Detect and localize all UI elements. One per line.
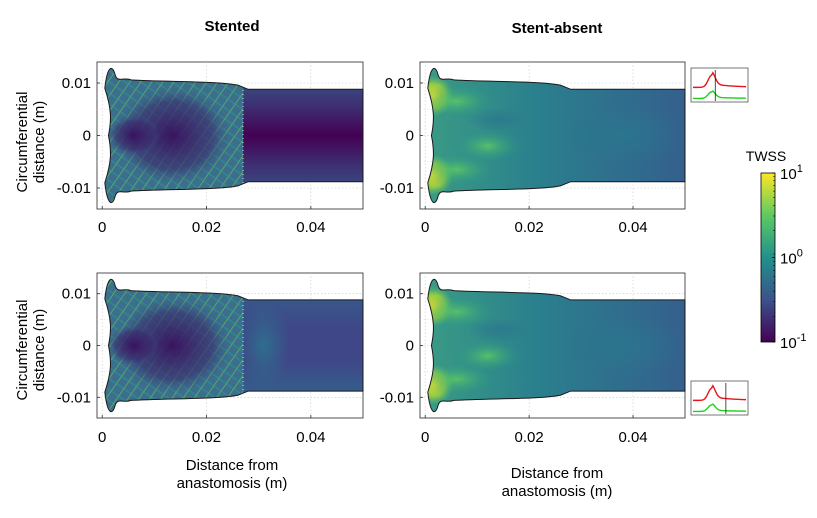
x-axis-label-stent-absent: Distance from anastomosis (m) bbox=[502, 465, 613, 500]
y-tick-label: 0 bbox=[406, 338, 414, 355]
vessel-outline bbox=[427, 67, 686, 204]
x-axis-label-line2: anastomosis (m) bbox=[502, 483, 613, 500]
y-axis-label-line1: Circumferential bbox=[14, 300, 31, 401]
x-tick-label: 0 bbox=[98, 219, 106, 236]
x-axis-label-line1: Distance from bbox=[511, 465, 604, 482]
y-tick-label: -0.01 bbox=[57, 389, 91, 406]
y-tick-label: 0.01 bbox=[385, 75, 414, 92]
colorbar-ticks: 101 100 10-1 bbox=[772, 163, 806, 352]
y-tick-label: 0.01 bbox=[385, 286, 414, 303]
y-axis-label-line1: Circumferential bbox=[14, 92, 31, 193]
panel-stented-row2: 0 0.02 0.04 0.01 0 -0.01 bbox=[57, 272, 364, 446]
twss-field bbox=[104, 68, 363, 203]
y-axis-label-line2: distance (m) bbox=[31, 101, 48, 184]
y-axis-label-line2: distance (m) bbox=[31, 309, 48, 392]
axis-ticks: 0 0.02 0.04 0.01 0 -0.01 bbox=[57, 75, 326, 236]
twss-field bbox=[427, 68, 685, 203]
x-tick-label: 0 bbox=[98, 429, 106, 446]
inset-frame bbox=[690, 380, 749, 416]
y-tick-label: 0 bbox=[83, 338, 91, 355]
colorbar-tick-label: 100 bbox=[780, 248, 803, 268]
panel-stented-row1: 0 0.02 0.04 0.01 0 -0.01 bbox=[57, 61, 364, 236]
x-axis-label-line2: anastomosis (m) bbox=[177, 475, 288, 492]
y-tick-label: 0 bbox=[83, 128, 91, 145]
cycle-inset-row1 bbox=[690, 67, 749, 103]
inset-series-red bbox=[692, 384, 747, 402]
vessel-outline bbox=[104, 67, 364, 204]
inset-series-red bbox=[692, 71, 747, 89]
twss-field bbox=[104, 279, 363, 412]
colorbar-title: TWSS bbox=[746, 148, 786, 164]
y-tick-label: -0.01 bbox=[57, 180, 91, 197]
cycle-insets bbox=[690, 67, 749, 416]
axis-ticks: 0 0.02 0.04 0.01 0 -0.01 bbox=[57, 286, 326, 446]
panel-stent-absent-row2: 0 0.02 0.04 0.01 0 -0.01 bbox=[380, 272, 686, 446]
y-tick-label: -0.01 bbox=[380, 180, 414, 197]
inset-frame bbox=[690, 67, 749, 103]
y-axis-label-row2: Circumferential distance (m) bbox=[14, 300, 48, 401]
x-tick-label: 0.02 bbox=[192, 219, 221, 236]
y-tick-label: -0.01 bbox=[380, 389, 414, 406]
x-tick-label: 0.02 bbox=[192, 429, 221, 446]
x-axis-label-line1: Distance from bbox=[186, 457, 279, 474]
twss-field bbox=[427, 279, 685, 412]
axis-ticks: 0 0.02 0.04 0.01 0 -0.01 bbox=[380, 75, 648, 236]
x-axis-label-stented: Distance from anastomosis (m) bbox=[177, 457, 288, 492]
y-tick-label: 0.01 bbox=[62, 286, 91, 303]
colorbar-tick-label: 101 bbox=[780, 163, 803, 183]
column-title-stent-absent: Stent-absent bbox=[512, 20, 603, 37]
axis-ticks: 0 0.02 0.04 0.01 0 -0.01 bbox=[380, 286, 648, 446]
x-tick-label: 0.04 bbox=[296, 219, 325, 236]
x-tick-label: 0 bbox=[421, 219, 429, 236]
heatmap-panels: 0 0.02 0.040.010-0.010 0.02 0.040.010-0.010 0… bbox=[57, 61, 686, 446]
colorbar-tick-label: 10-1 bbox=[780, 332, 806, 352]
x-tick-label: 0.02 bbox=[515, 429, 544, 446]
x-tick-label: 0.02 bbox=[515, 219, 544, 236]
inset-series-green bbox=[693, 403, 747, 413]
x-tick-label: 0.04 bbox=[618, 429, 647, 446]
x-tick-label: 0 bbox=[421, 429, 429, 446]
x-tick-label: 0.04 bbox=[296, 429, 325, 446]
inset-series-green bbox=[692, 90, 747, 100]
y-axis-label-row1: Circumferential distance (m) bbox=[14, 92, 48, 193]
column-title-stented: Stented bbox=[204, 18, 259, 35]
cycle-inset-row2 bbox=[690, 380, 749, 416]
y-tick-label: 0 bbox=[406, 128, 414, 145]
panel-stent-absent-row1: 0 0.02 0.04 0.01 0 -0.01 bbox=[380, 61, 686, 236]
x-tick-label: 0.04 bbox=[618, 219, 647, 236]
colorbar: TWSS 101 100 10-1 bbox=[746, 148, 807, 352]
y-tick-label: 0.01 bbox=[62, 75, 91, 92]
vessel-outline bbox=[427, 278, 686, 413]
vessel-outline bbox=[104, 278, 364, 413]
